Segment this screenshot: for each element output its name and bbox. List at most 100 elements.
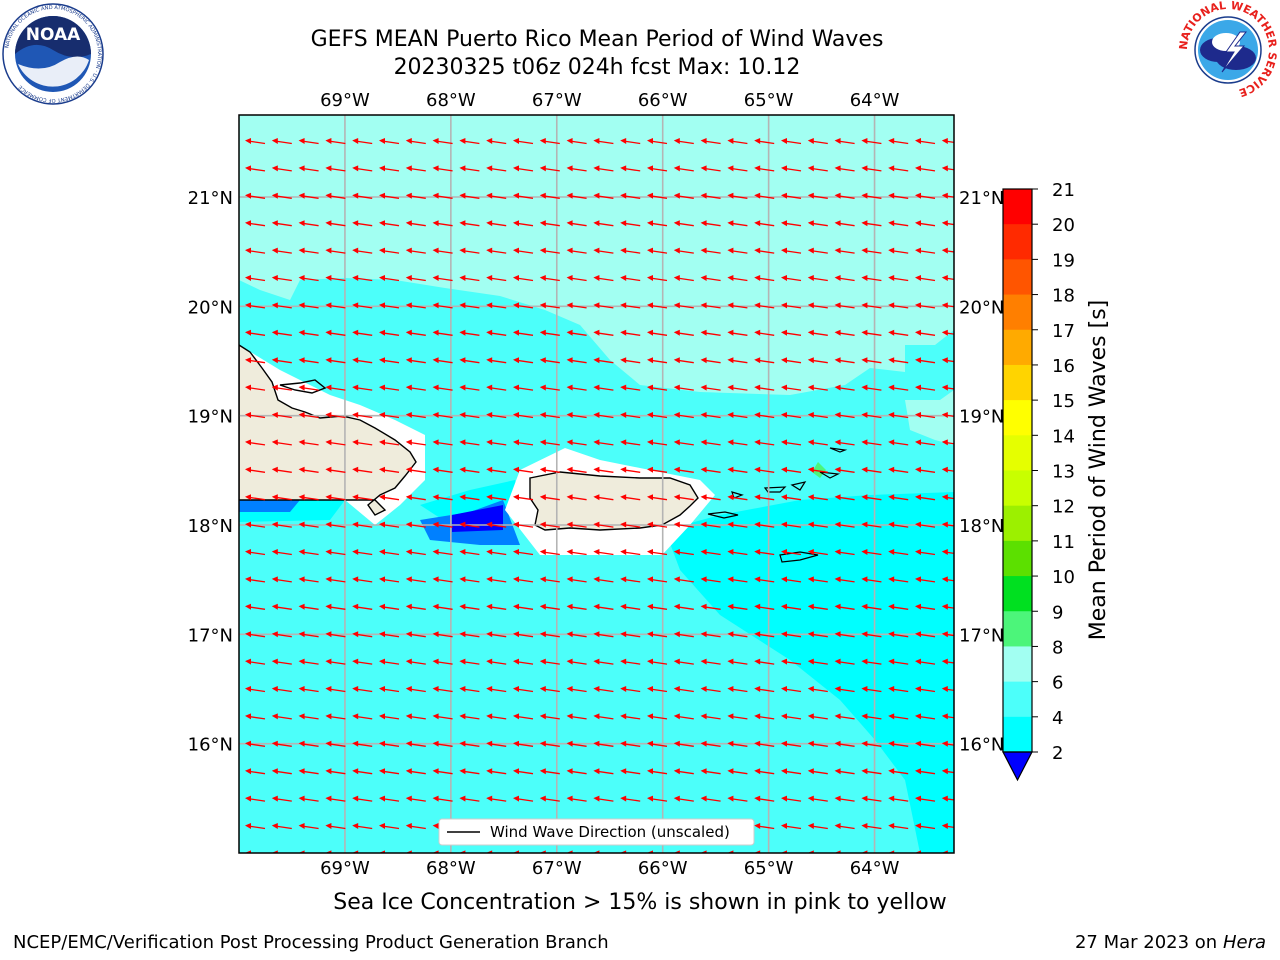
wind-arrow [325,412,346,419]
wind-arrow [566,138,587,145]
wind-arrow [459,138,480,145]
wind-arrow [834,165,855,172]
wind-arrow [593,165,614,172]
wind-arrow [486,576,507,583]
wind-arrow [298,740,319,747]
wind-arrow [566,192,587,199]
wind-arrow [432,494,453,501]
wind-arrow [593,686,614,693]
wind-arrow [298,713,319,720]
wind-arrow [379,603,400,610]
wind-arrow [915,494,936,501]
wind-arrow [566,412,587,419]
wind-arrow [807,576,828,583]
wind-arrow [325,329,346,336]
wind-arrow [915,247,936,254]
lon-label-bottom: 66°W [638,858,688,879]
wind-arrow [513,466,534,473]
wind-arrow [727,357,748,364]
wind-arrow [566,576,587,583]
wind-arrow [807,740,828,747]
wind-arrow [673,220,694,227]
wind-arrow [834,412,855,419]
land-virgin-islands [707,447,848,563]
wind-arrow [352,247,373,254]
colorbar-tick-label: 20 [1052,215,1075,236]
wind-arrow [298,686,319,693]
colorbar-label: Mean Period of Wind Waves [s] [1086,300,1111,640]
wind-arrow [620,138,641,145]
wind-arrow [673,631,694,638]
wind-arrow [513,357,534,364]
colorbar-segment [1003,646,1032,683]
wind-arrow [781,384,802,391]
lon-label-top: 65°W [744,90,794,111]
wind-arrow [459,439,480,446]
wind-arrow [781,192,802,199]
wind-arrow [647,576,668,583]
colorbar-segment [1003,259,1032,296]
wind-arrow [754,165,775,172]
colorbar-tick-label: 6 [1052,673,1063,694]
wind-arrow [673,576,694,583]
period-fill-8-9-east [905,390,954,445]
wind-arrow [513,412,534,419]
wind-arrow [754,275,775,282]
wind-arrow [620,220,641,227]
wind-arrow [700,686,721,693]
wind-arrow [271,329,292,336]
wind-arrow [834,631,855,638]
wind-arrow [727,220,748,227]
wind-arrow [620,494,641,501]
wind-arrow [379,357,400,364]
wind-arrow [915,466,936,473]
wind-arrow [915,275,936,282]
lat-label-left: 18°N [188,516,233,537]
wind-arrow [405,768,426,775]
wind-arrow [245,713,266,720]
wind-arrow [647,165,668,172]
wind-arrow [405,329,426,336]
wind-arrow [754,302,775,309]
footer-branch: NCEP/EMC/Verification Post Processing Pr… [13,932,609,953]
wind-arrow [486,795,507,802]
wind-arrow [861,603,882,610]
wind-arrow [727,658,748,665]
wind-arrow [861,138,882,145]
wind-arrow [513,275,534,282]
wind-arrow [781,494,802,501]
wind-arrow [807,165,828,172]
wind-arrow [566,631,587,638]
wind-arrow [271,466,292,473]
wind-arrow [379,631,400,638]
wind-arrow [459,795,480,802]
wind-arrow [566,384,587,391]
wind-arrow [432,275,453,282]
wind-arrow [298,275,319,282]
wind-arrow [486,549,507,556]
wind-arrow [325,220,346,227]
wind-arrow [486,275,507,282]
wind-arrow [807,494,828,501]
wind-arrow [807,768,828,775]
wind-arrow [834,247,855,254]
wind-arrow [352,768,373,775]
wind-arrow [861,384,882,391]
wind-arrow [271,603,292,610]
wind-arrow [781,138,802,145]
wind-arrow [727,603,748,610]
wind-arrow [298,768,319,775]
wind-arrow [807,713,828,720]
wind-arrow [513,549,534,556]
wind-arrow [352,412,373,419]
wind-arrow [593,631,614,638]
wind-arrow [432,439,453,446]
wind-arrow [593,357,614,364]
wind-arrow [486,686,507,693]
wind-arrow [647,275,668,282]
wind-arrow [727,686,748,693]
wind-arrow [486,138,507,145]
wind-arrow [593,466,614,473]
wind-arrow [432,549,453,556]
wind-arrow [379,220,400,227]
